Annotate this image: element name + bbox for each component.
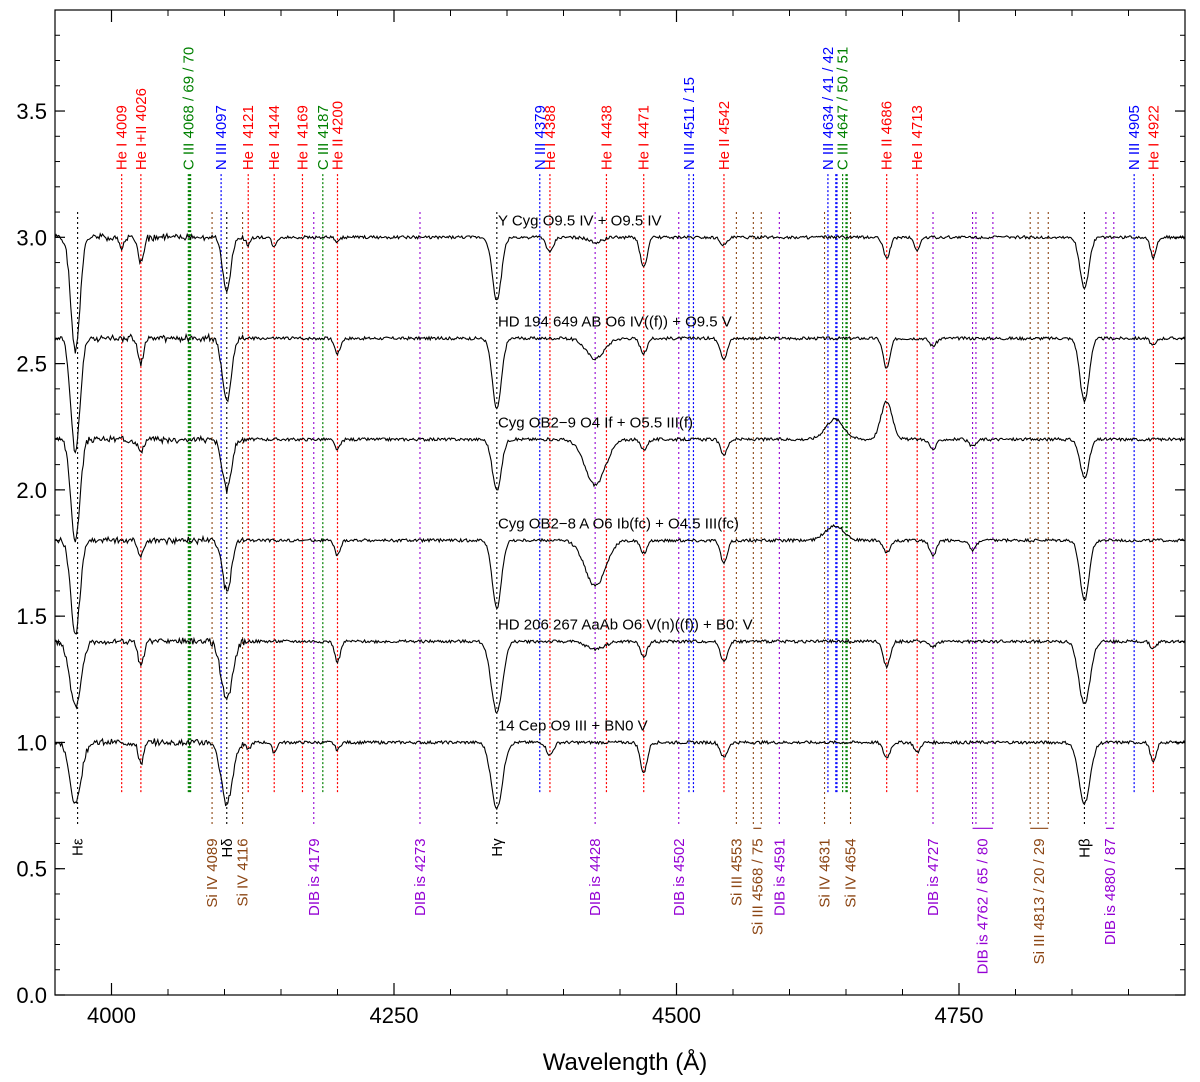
bottom-line-label: DIB is 4502 [671, 838, 688, 916]
x-tick-label: 4750 [935, 1003, 984, 1028]
bottom-line-label: Si III 4553 [728, 838, 745, 906]
top-line-label: N III 4905 [1126, 105, 1143, 170]
bottom-line-label: DIB is 4880 / 87 [1102, 838, 1119, 945]
top-line-label: He I 4713 [909, 105, 926, 170]
series-label: Y Cyg O9.5 IV + O9.5 IV [498, 212, 662, 229]
spectrum-cyg-ob2-9 [54, 400, 1186, 543]
bottom-line-label: DIB is 4273 [412, 838, 429, 916]
y-tick-label: 1.5 [16, 604, 47, 629]
top-line-label: He II 4686 [879, 101, 896, 170]
y-tick-label: 1.0 [16, 730, 47, 755]
bottom-line-label: Si III 4568 / 75 [749, 838, 766, 935]
top-line-label: He I 4922 [1145, 105, 1162, 170]
y-tick-label: 3.0 [16, 225, 47, 250]
series-label: HD 206 267 AaAb O6 V(n)((f)) + B0: V [498, 616, 753, 633]
series-label: Cyg OB2−8 A O6 Ib(fc) + O4.5 III(fc) [498, 515, 739, 532]
top-line-label: He I+II 4026 [133, 88, 150, 170]
x-tick-label: 4000 [87, 1003, 136, 1028]
top-line-label: N III 4634 / 41 / 42 [820, 47, 837, 170]
bottom-line-label: Si IV 4654 [843, 838, 860, 907]
bottom-line-label: Hγ [489, 838, 506, 857]
bottom-line-label: DIB is 4179 [306, 838, 323, 916]
axes-group: 0.0 0.5 1.0 1.5 2.0 2.5 3.0 3.5 4000 4250 4500 4750 [16, 10, 1186, 1028]
series-label: HD 194 649 AB O6 IV((f)) + O9.5 V [498, 313, 732, 330]
top-line-label: He I 4388 [542, 105, 559, 170]
bottom-line-label: Si IV 4089 [204, 838, 221, 907]
top-line-label: He I 4438 [598, 105, 615, 170]
top-line-label: C III 4647 / 50 / 51 [835, 47, 852, 170]
bottom-line-label: Si III 4813 / 20 / 29 [1031, 838, 1048, 964]
bottom-line-label: DIB is 4591 [771, 838, 788, 916]
x-axis-title: Wavelength (Å) [543, 1048, 708, 1076]
bottom-line-label: DIB is 4762 / 65 / 80 [975, 838, 992, 974]
y-tick-label: 2.0 [16, 478, 47, 503]
bottom-line-label: Hβ [1076, 838, 1093, 858]
top-line-label: N III 4511 / 15 [681, 77, 698, 170]
bottom-line-label: DIB is 4428 [587, 838, 604, 916]
spectrum-hd-194-649-ab [54, 332, 1186, 454]
bottom-line-label: DIB is 4727 [925, 838, 942, 916]
spectrum-14-cep [54, 737, 1186, 811]
bottom-line-label: Si IV 4116 [235, 838, 252, 906]
y-tick-label: 0.0 [16, 983, 47, 1008]
top-line-label: N III 4097 [213, 105, 230, 170]
bottom-line-label: Hδ [219, 838, 236, 857]
series-label: 14 Cep O9 III + BN0 V [498, 717, 648, 734]
top-line-label: He II 4542 [716, 101, 733, 170]
line-labels-group: Y Cyg O9.5 IV + O9.5 IV HD 194 649 AB O6 … [70, 47, 1163, 975]
y-tick-label: 2.5 [16, 352, 47, 377]
spectrum-cyg-ob2-8-a [54, 524, 1186, 635]
bottom-line-label: Si IV 4631 [817, 838, 834, 907]
top-line-label: He I 4009 [114, 105, 131, 170]
top-line-label: He II 4200 [330, 101, 347, 170]
top-line-label: N III 4379 [532, 105, 549, 170]
y-tick-label: 0.5 [16, 857, 47, 882]
top-line-label: He I 4471 [636, 105, 653, 170]
bottom-line-label: Hε [70, 838, 87, 856]
x-tick-label: 4250 [370, 1003, 419, 1028]
spectrum-y-cyg [54, 232, 1186, 354]
x-tick-label: 4500 [652, 1003, 701, 1028]
line-markers-group [77, 174, 1154, 829]
top-line-label: He I 4169 [294, 105, 311, 170]
spectra-group [54, 232, 1186, 811]
series-label: Cyg OB2−9 O4 If + O5.5 III(f) [498, 414, 693, 431]
top-line-label: He I 4121 [240, 105, 257, 170]
top-line-label: C III 4068 / 69 / 70 [180, 47, 197, 170]
top-line-label: He I 4144 [266, 105, 283, 170]
spectrum-hd-206-267-aaab [54, 636, 1186, 714]
y-tick-label: 3.5 [16, 99, 47, 124]
top-line-label: C III 4187 [315, 105, 332, 170]
